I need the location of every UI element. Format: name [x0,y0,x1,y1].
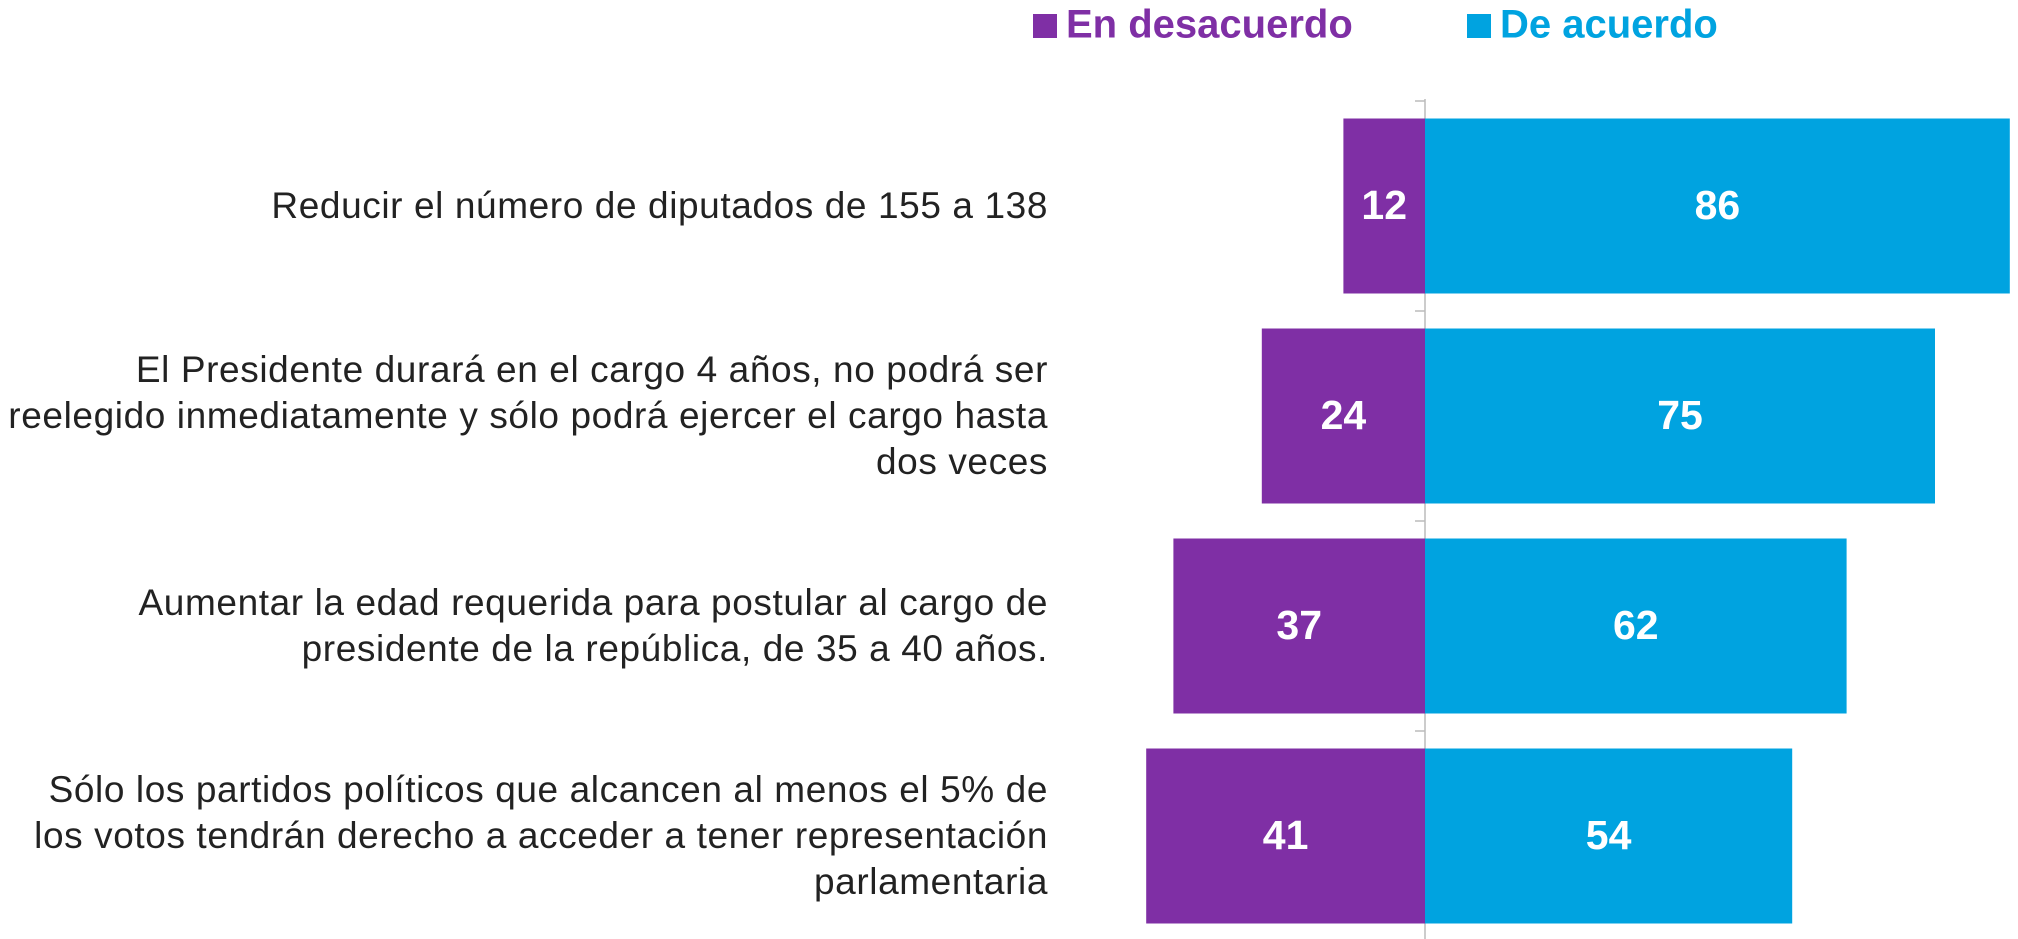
category-label: Reducir el número de diputados de 155 a … [271,185,1048,226]
value-label: 37 [1276,602,1322,648]
bar [1425,328,1935,504]
category-label: Sólo los partidos políticos que alcancen… [34,769,1048,902]
bar [1146,748,1425,924]
category-label: El Presidente durará en el cargo 4 años,… [8,349,1048,482]
legend-swatch [1033,14,1057,38]
bar [1425,538,1847,714]
category-label: Aumentar la edad requerida para postular… [138,582,1048,669]
value-label: 12 [1361,182,1407,228]
value-label: 75 [1657,392,1703,438]
legend-label: De acuerdo [1500,3,1718,47]
bar [1173,538,1425,714]
bar [1425,748,1793,924]
value-label: 62 [1613,602,1659,648]
bar [1343,118,1425,294]
value-label: 24 [1321,392,1367,438]
value-label: 54 [1586,812,1632,858]
legend-swatch [1467,14,1491,38]
value-label: 86 [1695,182,1741,228]
bar [1261,328,1425,504]
bar [1425,118,2010,294]
value-label: 41 [1263,812,1309,858]
legend-label: En desacuerdo [1066,3,1353,47]
